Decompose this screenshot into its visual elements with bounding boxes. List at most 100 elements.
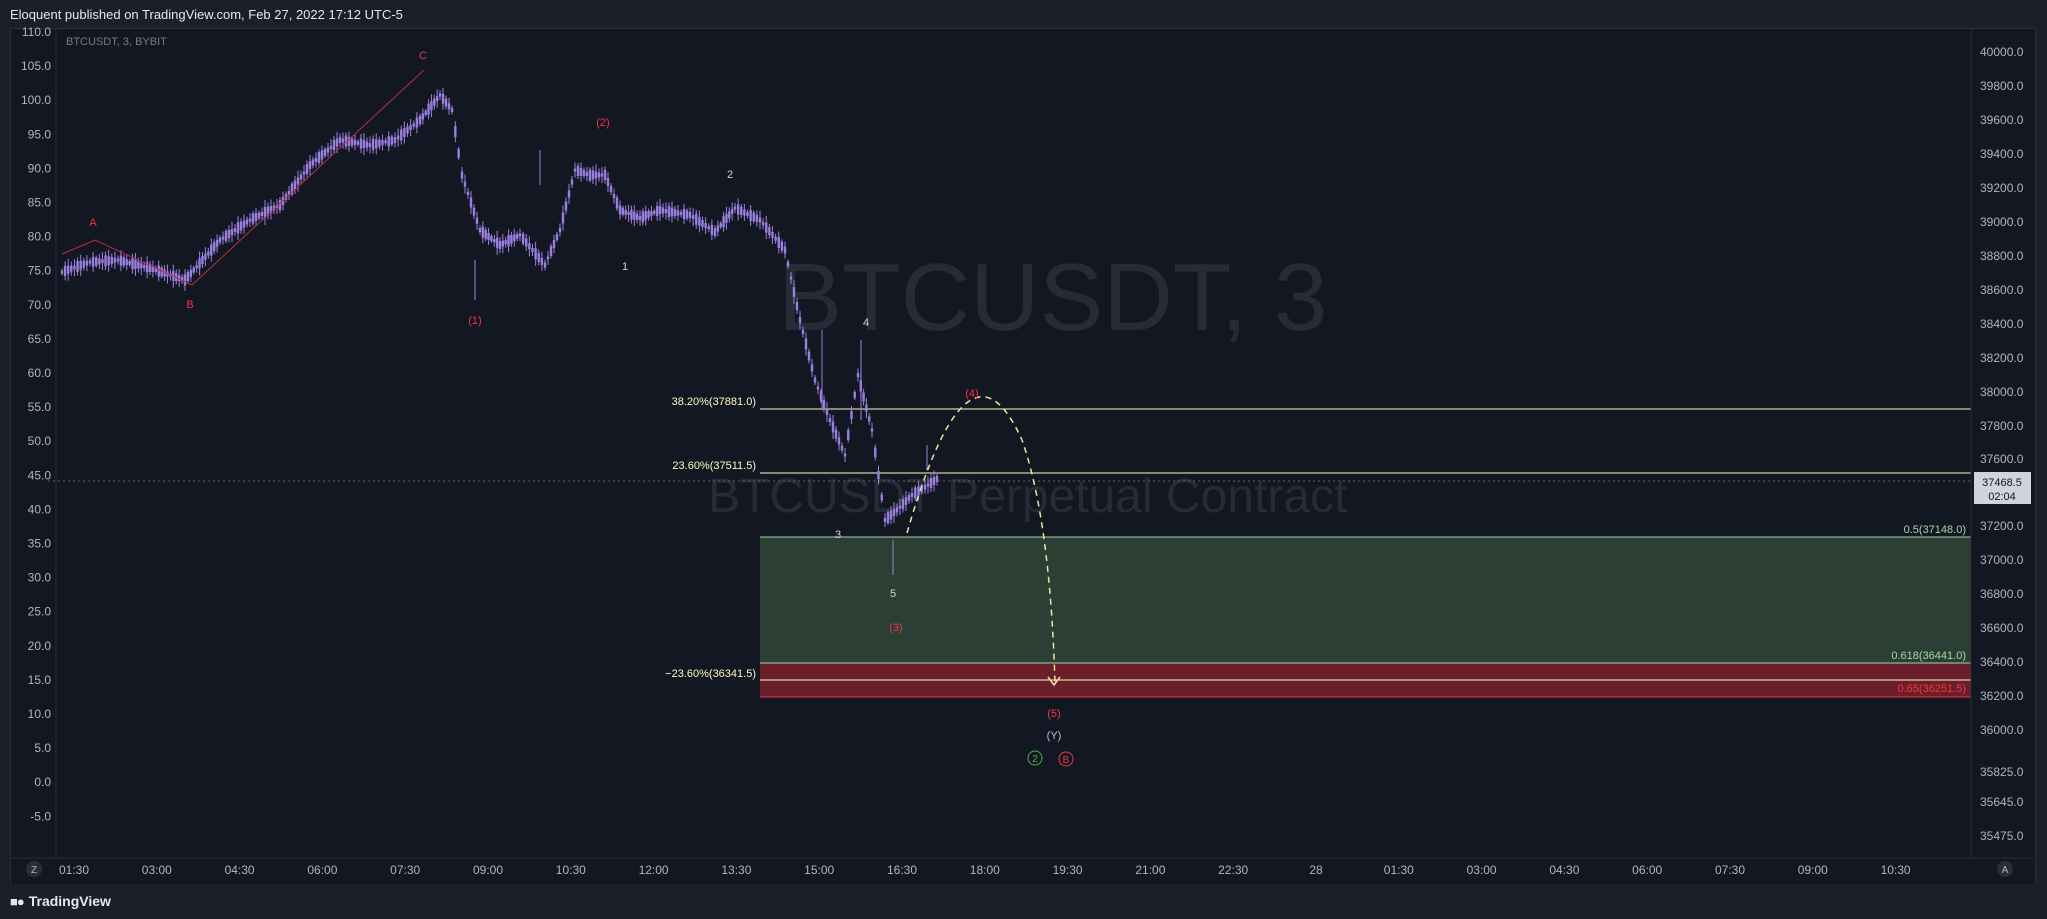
- candle-body: [142, 265, 146, 269]
- candle-body: [332, 140, 336, 150]
- right-axis-tick: 36000.0: [1980, 723, 2024, 737]
- right-axis-tick: 38400.0: [1980, 317, 2024, 331]
- candle-body: [412, 123, 415, 127]
- candle-body: [755, 215, 759, 222]
- candle-body: [122, 257, 126, 266]
- candle-body: [201, 256, 204, 264]
- wave-label-A: A: [89, 217, 97, 229]
- auto-scale-button[interactable]: [1997, 861, 2013, 877]
- candle-body: [212, 242, 216, 252]
- candle-body: [344, 135, 348, 147]
- candle-body: [177, 275, 181, 281]
- candle-body: [251, 213, 255, 224]
- wave-label-circle-B: B: [1063, 755, 1070, 766]
- candle-body: [740, 207, 743, 215]
- right-axis-tick: 39200.0: [1980, 181, 2024, 195]
- candle-body: [287, 191, 291, 195]
- candle-body: [804, 338, 808, 350]
- candles: [60, 87, 939, 575]
- candle-body: [239, 221, 243, 231]
- right-axis-tick: 36600.0: [1980, 621, 2024, 635]
- candle-body: [406, 126, 409, 134]
- candle-body: [478, 228, 482, 232]
- candle-body: [591, 170, 595, 180]
- candle-body: [257, 212, 261, 219]
- time-axis-tick: 01:30: [1384, 863, 1414, 877]
- right-axis-tick: 37800.0: [1980, 419, 2024, 433]
- candle-body: [242, 220, 246, 228]
- candle-body: [670, 207, 674, 217]
- candle-body: [427, 103, 430, 115]
- time-axis-tick: 18:00: [970, 863, 1000, 877]
- candle-body: [495, 237, 499, 248]
- chart-frame[interactable]: [10, 28, 2036, 886]
- left-axis-tick: 25.0: [28, 605, 52, 619]
- candle-body: [713, 228, 717, 236]
- candle-body: [418, 116, 422, 124]
- left-axis-tick: -5.0: [30, 809, 51, 823]
- candle-body: [883, 518, 887, 522]
- left-axis-tick: 40.0: [28, 502, 52, 516]
- candle-body: [82, 260, 85, 268]
- candle-body: [175, 273, 178, 281]
- candle-body: [198, 258, 201, 269]
- wave-label-circle-2: 2: [1032, 754, 1038, 765]
- candle-body: [831, 421, 835, 433]
- wave-label-C: C: [419, 50, 427, 62]
- candle-body: [761, 222, 765, 226]
- time-axis-tick: 06:00: [1632, 863, 1662, 877]
- candle-body: [424, 110, 427, 115]
- candle-body: [195, 265, 198, 269]
- time-axis-tick: 28: [1309, 863, 1323, 877]
- candle-body: [260, 212, 264, 216]
- candle-body: [498, 241, 502, 249]
- candle-body: [561, 212, 565, 224]
- candle-body: [186, 272, 190, 282]
- candle-body: [375, 139, 378, 149]
- candle-body: [588, 169, 592, 181]
- tradingview-logo-icon: ■●: [10, 894, 25, 909]
- candle-body: [487, 232, 490, 240]
- candle-body: [441, 93, 445, 104]
- candle-body: [932, 477, 936, 485]
- candle-body: [676, 210, 680, 216]
- candle-body: [679, 212, 683, 215]
- left-price-axis[interactable]: 110.0 105.0 100.0 95.0 90.0 85.0 80.0 75.0 70.0 6…: [21, 25, 51, 823]
- last-price-value: 37468.5: [1982, 477, 2022, 489]
- scale-button-z[interactable]: [26, 861, 42, 877]
- wave-label-(4): (4): [965, 388, 978, 400]
- candle-body: [895, 507, 899, 513]
- time-axis-tick: 09:00: [473, 863, 503, 877]
- right-axis-tick: 37000.0: [1980, 553, 2024, 567]
- candle-body: [515, 233, 519, 239]
- candle-body: [564, 201, 568, 211]
- candle-body: [88, 260, 92, 264]
- candle-body: [204, 253, 207, 260]
- candle-body: [356, 141, 360, 145]
- time-axis[interactable]: 01:30 03:00 04:30 06:00 07:30 09:00 10:30 12:00…: [59, 863, 1911, 877]
- right-price-axis[interactable]: 40000.0 39800.0 39600.0 39400.0 39200.0 39000…: [1980, 45, 2024, 843]
- tradingview-logo[interactable]: ■● TradingView: [10, 893, 111, 909]
- candle-body: [335, 138, 339, 147]
- candle-body: [192, 267, 195, 273]
- candle-body: [76, 260, 79, 272]
- candle-body: [308, 161, 312, 169]
- candle-body: [673, 209, 677, 216]
- candle-body: [552, 240, 556, 248]
- candle-body: [128, 260, 131, 265]
- candle-body: [719, 223, 722, 228]
- candle-body: [655, 206, 659, 217]
- time-axis-tick: 22:30: [1218, 863, 1248, 877]
- candle-body: [597, 172, 601, 178]
- candle-body: [113, 257, 117, 263]
- right-axis-tick: 38000.0: [1980, 385, 2024, 399]
- candle-body: [450, 108, 454, 112]
- candle-body: [573, 168, 577, 172]
- candle-body: [701, 220, 704, 227]
- candle-body: [433, 98, 436, 106]
- right-axis-tick: 36800.0: [1980, 587, 2024, 601]
- candle-body: [513, 234, 516, 242]
- left-axis-tick: 0.0: [34, 775, 51, 789]
- candle-body: [630, 209, 633, 220]
